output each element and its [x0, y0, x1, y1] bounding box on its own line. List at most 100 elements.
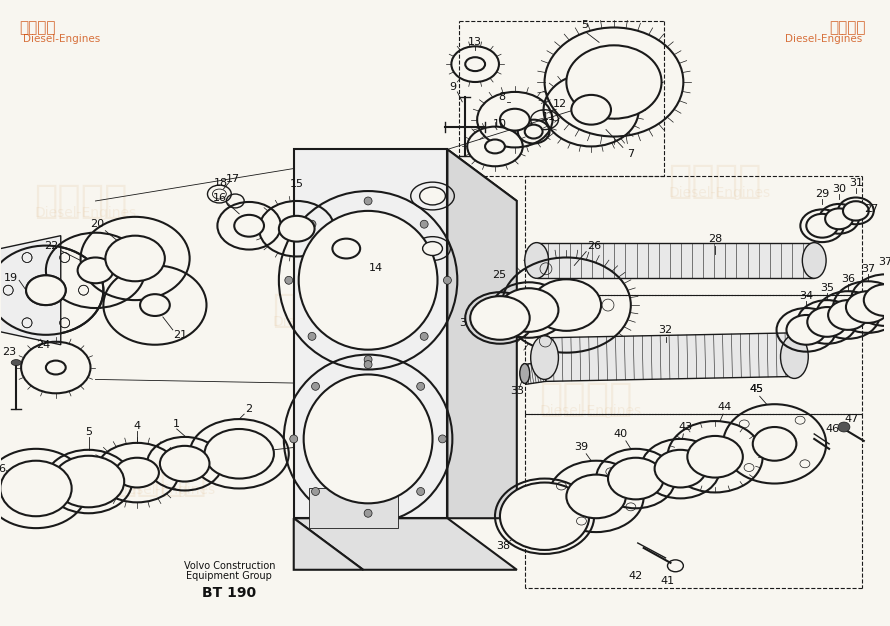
- Polygon shape: [523, 362, 546, 384]
- Text: 柴发动力: 柴发动力: [271, 291, 365, 329]
- Ellipse shape: [864, 284, 890, 316]
- Polygon shape: [294, 518, 517, 570]
- Ellipse shape: [566, 475, 626, 518]
- Ellipse shape: [364, 197, 372, 205]
- Text: Diesel-Engines: Diesel-Engines: [114, 483, 216, 498]
- Text: 9: 9: [449, 82, 456, 92]
- Text: Diesel-Engines: Diesel-Engines: [669, 186, 771, 200]
- Text: 21: 21: [173, 330, 187, 340]
- Ellipse shape: [279, 216, 314, 242]
- Text: Diesel-Engines: Diesel-Engines: [23, 34, 101, 44]
- Text: 42: 42: [628, 571, 643, 581]
- Text: 23: 23: [2, 347, 16, 357]
- Text: 25: 25: [492, 270, 506, 280]
- Text: 31: 31: [849, 178, 863, 188]
- Text: 40: 40: [614, 429, 628, 439]
- Text: 39: 39: [574, 442, 588, 452]
- Text: 柴发动力: 柴发动力: [668, 162, 762, 200]
- Text: 43: 43: [678, 422, 692, 432]
- Ellipse shape: [364, 510, 372, 517]
- Ellipse shape: [299, 211, 438, 350]
- Text: 37: 37: [878, 257, 890, 267]
- Text: Volvo Construction: Volvo Construction: [183, 561, 275, 571]
- Ellipse shape: [364, 361, 372, 369]
- Ellipse shape: [420, 220, 428, 228]
- Polygon shape: [294, 150, 517, 201]
- Ellipse shape: [423, 242, 442, 255]
- Ellipse shape: [417, 382, 425, 390]
- Text: 17: 17: [226, 174, 240, 184]
- Ellipse shape: [806, 214, 838, 238]
- Ellipse shape: [53, 456, 125, 507]
- Text: 16: 16: [213, 193, 226, 203]
- Bar: [309, 488, 398, 528]
- Text: 24: 24: [36, 340, 50, 350]
- Ellipse shape: [443, 276, 451, 284]
- Text: 47: 47: [845, 414, 859, 424]
- Text: 36: 36: [841, 274, 855, 284]
- Text: 20: 20: [91, 218, 104, 228]
- Text: 8: 8: [498, 92, 506, 102]
- Text: 13: 13: [468, 38, 482, 48]
- Text: 46: 46: [825, 424, 839, 434]
- Text: 35: 35: [820, 283, 834, 293]
- Ellipse shape: [26, 275, 66, 305]
- Text: 41: 41: [660, 576, 675, 586]
- Text: 柴发动力: 柴发动力: [829, 21, 866, 36]
- Ellipse shape: [290, 435, 297, 443]
- Polygon shape: [544, 333, 795, 381]
- Ellipse shape: [566, 45, 661, 119]
- Text: 12: 12: [553, 99, 567, 109]
- Ellipse shape: [285, 276, 293, 284]
- Ellipse shape: [470, 296, 530, 340]
- Ellipse shape: [608, 458, 664, 500]
- Text: 33: 33: [510, 386, 524, 396]
- Text: 45: 45: [749, 384, 764, 394]
- Polygon shape: [0, 235, 61, 345]
- Ellipse shape: [838, 422, 850, 432]
- Text: 7: 7: [627, 150, 635, 160]
- Text: Diesel-Engines: Diesel-Engines: [785, 34, 862, 44]
- Text: Diesel-Engines: Diesel-Engines: [272, 315, 375, 329]
- Ellipse shape: [417, 488, 425, 495]
- Text: 15: 15: [290, 179, 303, 189]
- Text: 2: 2: [246, 404, 253, 414]
- Ellipse shape: [485, 140, 505, 153]
- Ellipse shape: [500, 109, 530, 131]
- Ellipse shape: [525, 243, 548, 279]
- Text: 柴发动力: 柴发动力: [539, 380, 633, 418]
- Text: 30: 30: [832, 184, 846, 194]
- Ellipse shape: [530, 336, 558, 379]
- Text: 44: 44: [718, 402, 732, 412]
- Text: 22: 22: [44, 240, 58, 250]
- Text: 柴发动力: 柴发动力: [34, 182, 127, 220]
- Polygon shape: [294, 518, 363, 570]
- Ellipse shape: [303, 374, 433, 503]
- Ellipse shape: [465, 57, 485, 71]
- Text: 6: 6: [0, 464, 4, 474]
- Text: 19: 19: [4, 274, 19, 284]
- Text: 29: 29: [815, 189, 829, 199]
- Ellipse shape: [525, 125, 543, 138]
- Ellipse shape: [364, 356, 372, 364]
- Text: 38: 38: [496, 541, 510, 551]
- Text: 11: 11: [541, 111, 555, 121]
- Ellipse shape: [787, 315, 826, 345]
- Ellipse shape: [308, 220, 316, 228]
- Ellipse shape: [571, 95, 611, 125]
- Text: 37: 37: [861, 264, 875, 274]
- Ellipse shape: [116, 458, 159, 488]
- Ellipse shape: [160, 446, 209, 481]
- Text: 26: 26: [587, 240, 602, 250]
- Ellipse shape: [500, 483, 589, 550]
- Ellipse shape: [312, 488, 320, 495]
- Polygon shape: [448, 150, 517, 518]
- Text: Diesel-Engines: Diesel-Engines: [35, 206, 136, 220]
- Ellipse shape: [105, 235, 165, 281]
- Ellipse shape: [420, 187, 445, 205]
- Ellipse shape: [499, 288, 558, 332]
- Text: 18: 18: [214, 178, 229, 188]
- Ellipse shape: [846, 291, 890, 323]
- Text: 45: 45: [749, 384, 764, 394]
- Polygon shape: [294, 150, 448, 518]
